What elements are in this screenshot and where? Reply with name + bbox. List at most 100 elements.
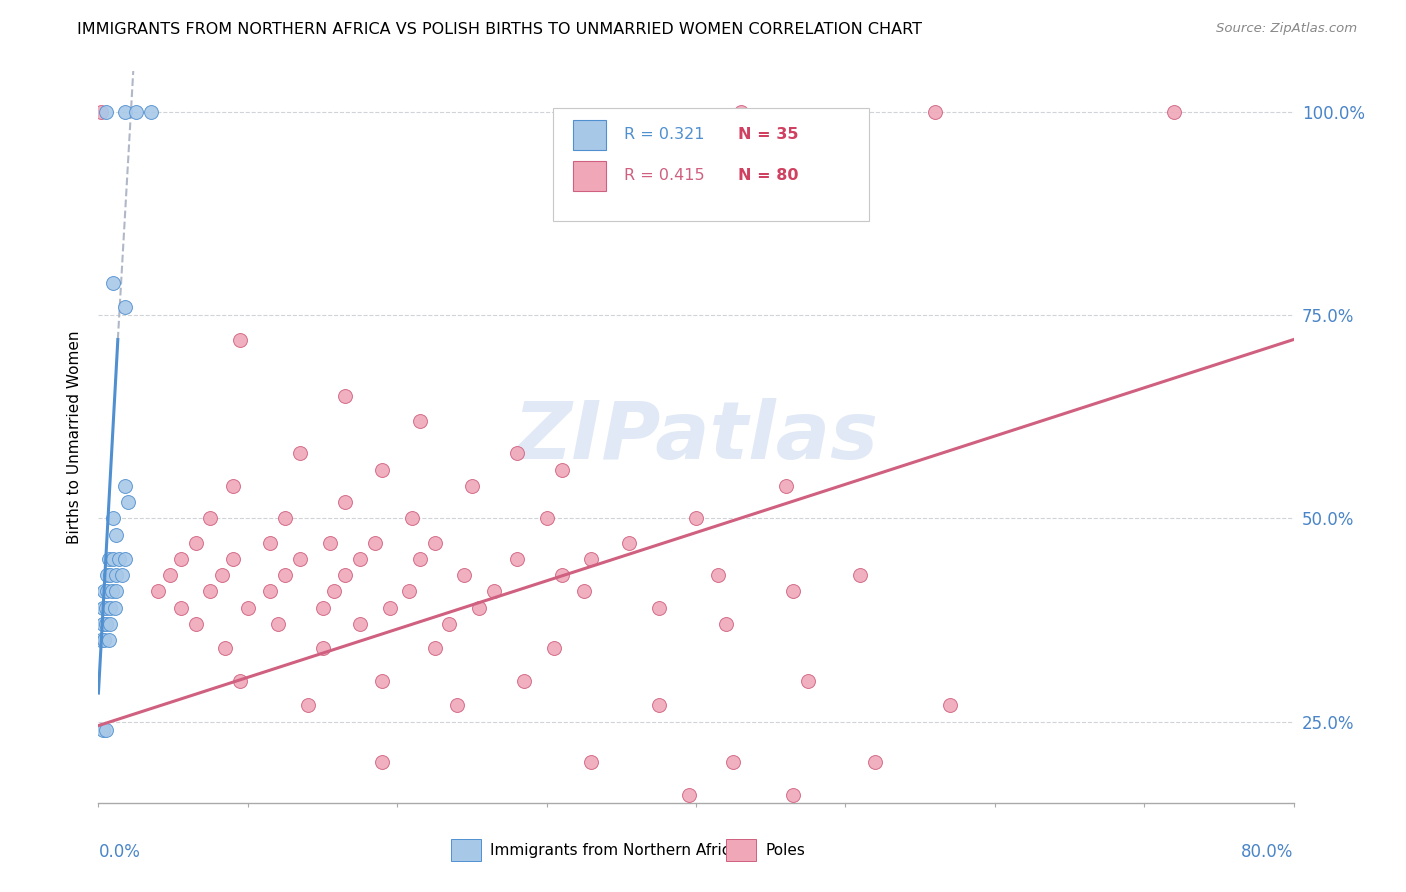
Point: [775, 479, 797, 493]
Point: [111, 568, 134, 582]
Point: [211, 568, 233, 582]
Point: [371, 755, 394, 769]
Point: [572, 584, 595, 599]
Point: [114, 552, 136, 566]
Text: IMMIGRANTS FROM NORTHERN AFRICA VS POLISH BIRTHS TO UNMARRIED WOMEN CORRELATION : IMMIGRANTS FROM NORTHERN AFRICA VS POLIS…: [77, 22, 922, 37]
Point: [105, 568, 128, 582]
Text: 80.0%: 80.0%: [1241, 843, 1294, 861]
Bar: [725, 839, 756, 862]
Point: [581, 552, 603, 566]
Point: [90, 633, 112, 648]
Text: ZIPatlas: ZIPatlas: [513, 398, 879, 476]
Point: [274, 511, 297, 525]
Point: [797, 673, 820, 688]
Point: [349, 552, 371, 566]
Point: [311, 600, 333, 615]
Point: [90, 105, 112, 120]
Point: [723, 755, 745, 769]
Point: [536, 511, 558, 525]
Point: [274, 568, 297, 582]
Point: [104, 600, 127, 615]
Point: [439, 617, 461, 632]
Point: [105, 584, 128, 599]
Point: [730, 105, 752, 120]
Point: [117, 495, 139, 509]
Point: [103, 552, 125, 566]
Point: [311, 641, 333, 656]
Point: [371, 462, 394, 476]
Point: [94, 617, 117, 632]
Point: [506, 446, 529, 460]
Point: [685, 511, 707, 525]
Point: [96, 584, 118, 599]
Point: [94, 105, 117, 120]
Point: [349, 617, 371, 632]
Point: [91, 600, 114, 615]
Point: [169, 552, 191, 566]
Point: [91, 723, 114, 737]
Point: [714, 617, 737, 632]
Point: [259, 535, 281, 549]
Point: [423, 641, 446, 656]
Point: [96, 568, 118, 582]
Point: [707, 568, 730, 582]
Y-axis label: Births to Unmarried Women: Births to Unmarried Women: [67, 330, 83, 544]
Point: [408, 552, 430, 566]
Point: [378, 600, 401, 615]
Point: [108, 552, 131, 566]
FancyBboxPatch shape: [572, 161, 606, 191]
Point: [647, 600, 669, 615]
Point: [865, 755, 887, 769]
Point: [288, 446, 311, 460]
Point: [214, 641, 236, 656]
Point: [93, 633, 115, 648]
Point: [408, 414, 430, 428]
Point: [319, 535, 342, 549]
Point: [333, 389, 356, 403]
Point: [581, 755, 603, 769]
FancyBboxPatch shape: [553, 108, 869, 221]
Point: [159, 568, 181, 582]
Bar: [451, 839, 481, 862]
Point: [101, 584, 124, 599]
Point: [229, 333, 252, 347]
Point: [782, 788, 804, 802]
Point: [125, 105, 148, 120]
Point: [550, 462, 572, 476]
Point: [939, 698, 962, 713]
Point: [97, 633, 120, 648]
Point: [468, 600, 491, 615]
Point: [114, 479, 136, 493]
Point: [1163, 105, 1185, 120]
Point: [105, 527, 128, 541]
Point: [94, 600, 117, 615]
Point: [222, 479, 245, 493]
Point: [222, 552, 245, 566]
Point: [543, 641, 565, 656]
Point: [103, 276, 125, 290]
Text: Source: ZipAtlas.com: Source: ZipAtlas.com: [1216, 22, 1357, 36]
Point: [323, 584, 346, 599]
Point: [782, 584, 804, 599]
Point: [849, 568, 872, 582]
Point: [371, 673, 394, 688]
Point: [297, 698, 319, 713]
Point: [267, 617, 290, 632]
Point: [103, 511, 125, 525]
Point: [446, 698, 468, 713]
Point: [398, 584, 420, 599]
Point: [401, 511, 423, 525]
Text: N = 80: N = 80: [738, 169, 799, 184]
Point: [148, 584, 170, 599]
Point: [461, 479, 484, 493]
Point: [924, 105, 946, 120]
Point: [364, 535, 387, 549]
Text: R = 0.321: R = 0.321: [624, 128, 704, 143]
Text: Poles: Poles: [765, 843, 806, 858]
Point: [169, 600, 191, 615]
Point: [924, 861, 946, 875]
Point: [98, 617, 122, 632]
Point: [550, 568, 572, 582]
Point: [288, 552, 311, 566]
Point: [91, 617, 114, 632]
